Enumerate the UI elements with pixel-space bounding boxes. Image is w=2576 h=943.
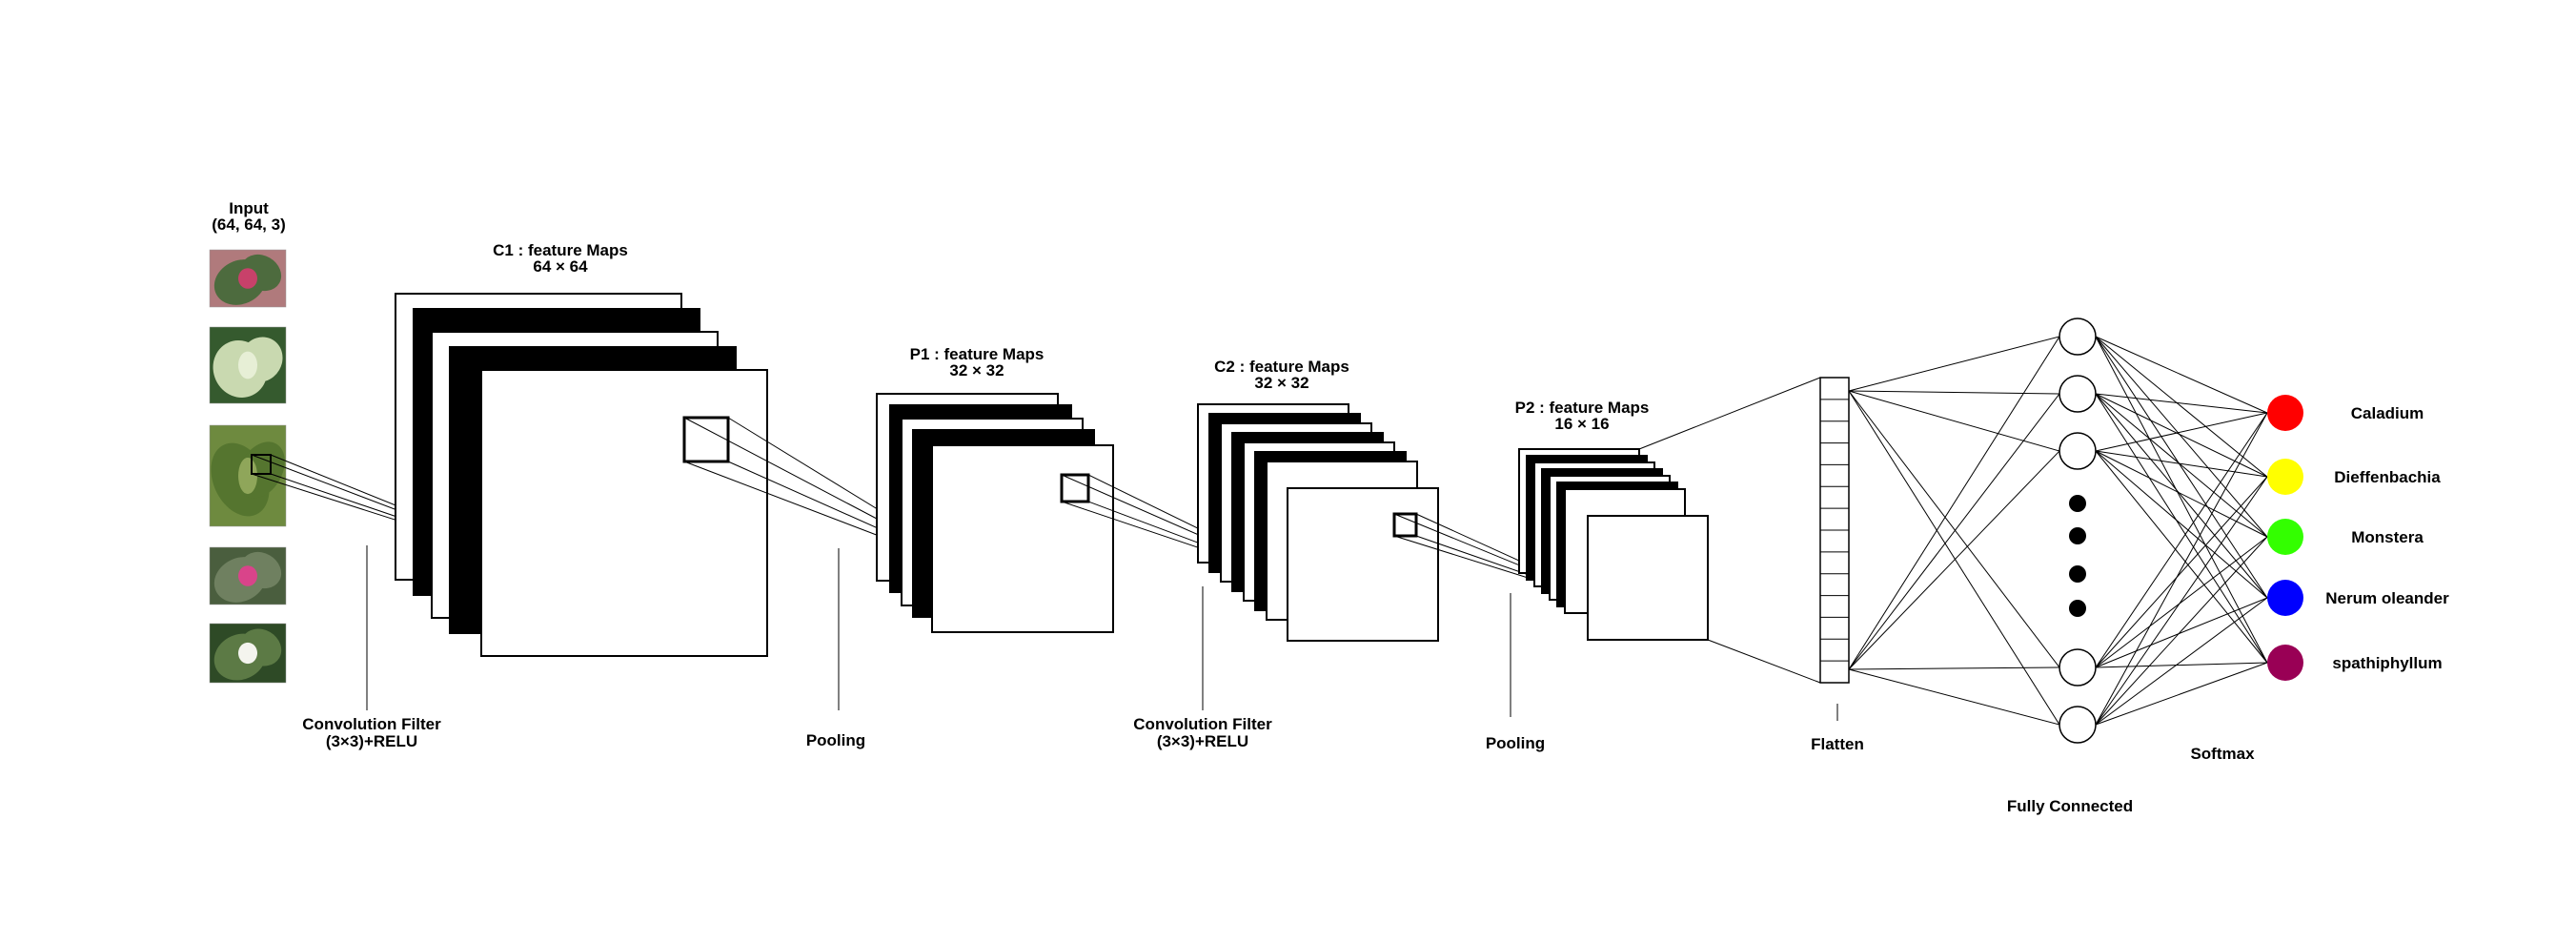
output-monstera: Monstera [2267, 519, 2424, 555]
pool2-label: Pooling [1486, 734, 1545, 752]
pool1-label: Pooling [806, 731, 865, 749]
flatten-vector [1819, 377, 1850, 684]
conv2-label-line2: (3×3)+RELU [1157, 732, 1248, 750]
p1-map [931, 444, 1114, 633]
hidden-neuron [2059, 375, 2097, 413]
softmax-label: Softmax [2190, 745, 2255, 763]
fully-connected-label: Fully Connected [2007, 797, 2133, 815]
c2-size: 32 × 32 [1254, 374, 1308, 392]
neuron-ellipsis [2069, 495, 2086, 617]
stage-labels: Convolution Filter (3×3)+RELU Pooling Co… [302, 545, 2255, 815]
input-image-dieffenbachia [209, 326, 287, 404]
output-label: Monstera [2351, 528, 2424, 546]
output-neuron [2267, 395, 2303, 431]
output-label: spathiphyllum [2332, 654, 2442, 672]
output-neuron [2267, 645, 2303, 681]
p1-feature-maps-stack: P1 : feature Maps 32 × 32 [876, 345, 1114, 633]
input-stage: Input (64, 64, 3) [209, 199, 287, 684]
ellipsis-dot [2069, 527, 2086, 544]
ellipsis-dot [2069, 495, 2086, 512]
hidden-neuron [2059, 648, 2097, 687]
output-label: Dieffenbachia [2334, 468, 2441, 486]
flatten-projection-lines [1638, 377, 1821, 684]
c1-pooling-window [682, 416, 730, 463]
output-label: Nerum oleander [2325, 589, 2449, 607]
p2-map [1587, 515, 1709, 641]
output-spathiphyllum: spathiphyllum [2267, 645, 2443, 681]
input-image-oleander [209, 546, 287, 605]
c2-feature-maps-stack: C2 : feature Maps 32 × 32 [1197, 358, 1439, 642]
output-neuron [2267, 459, 2303, 495]
softmax-outputs: Caladium Dieffenbachia Monstera Nerum olean… [2267, 395, 2449, 681]
input-image-caladium [209, 249, 287, 308]
input-shape: (64, 64, 3) [212, 215, 286, 234]
output-dieffenbachia: Dieffenbachia [2267, 459, 2441, 495]
input-image-monstera [209, 424, 287, 527]
c1-map [480, 369, 768, 657]
c2-pooling-window [1392, 512, 1418, 538]
input-title: Input [229, 199, 269, 217]
ellipsis-dot [2069, 600, 2086, 617]
input-image-spathiphyllum [209, 623, 287, 684]
fully-connected-neurons [2059, 318, 2097, 744]
p2-title: P2 : feature Maps [1515, 399, 1650, 417]
output-label: Caladium [2351, 404, 2424, 422]
input-receptive-field [251, 454, 272, 475]
conv1-label-line2: (3×3)+RELU [326, 732, 417, 750]
hidden-neuron [2059, 318, 2097, 356]
c1-feature-maps-stack: C1 : feature Maps 64 × 64 [395, 241, 768, 657]
p2-feature-maps-stack: P2 : feature Maps 16 × 16 [1515, 399, 1709, 641]
p2-size: 16 × 16 [1554, 415, 1609, 433]
flatten-label: Flatten [1811, 735, 1864, 753]
hidden-neuron [2059, 706, 2097, 744]
input-images [209, 249, 287, 684]
p1-title: P1 : feature Maps [910, 345, 1045, 363]
ellipsis-dot [2069, 565, 2086, 583]
p1-size: 32 × 32 [949, 361, 1004, 379]
c2-map [1287, 487, 1439, 642]
c1-size: 64 × 64 [533, 257, 588, 276]
c1-title: C1 : feature Maps [493, 241, 628, 259]
fully-connected-edges [1848, 336, 2268, 726]
hidden-neuron [2059, 432, 2097, 470]
output-caladium: Caladium [2267, 395, 2424, 431]
c2-title: C2 : feature Maps [1214, 358, 1349, 376]
conv2-label-line1: Convolution Filter [1133, 715, 1272, 733]
output-neuron [2267, 580, 2303, 616]
output-nerum-oleander: Nerum oleander [2267, 580, 2449, 616]
conv1-label-line1: Convolution Filter [302, 715, 441, 733]
output-neuron [2267, 519, 2303, 555]
p1-conv-window [1060, 473, 1090, 503]
